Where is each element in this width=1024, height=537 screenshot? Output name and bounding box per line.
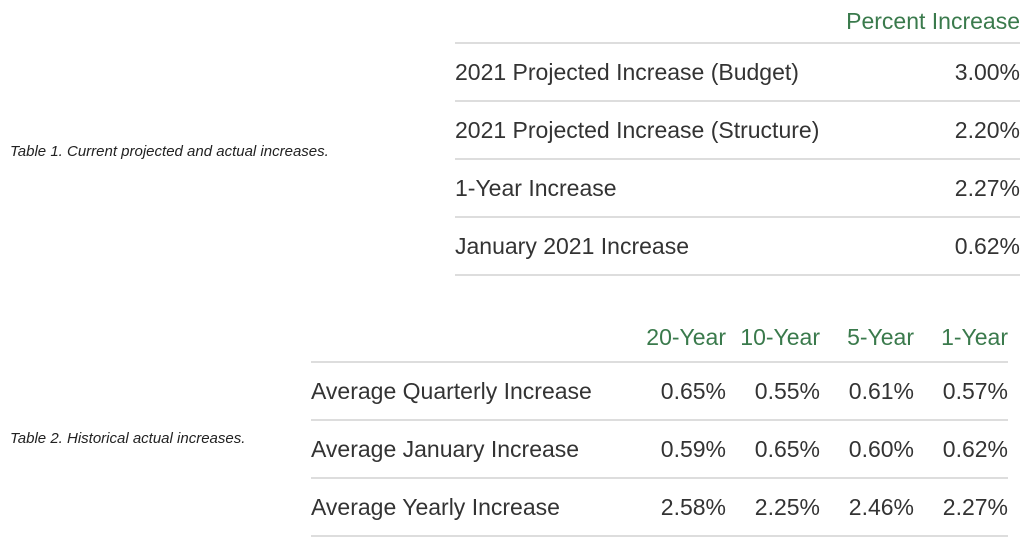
table-row: Average January Increase 0.59% 0.65% 0.6… bbox=[311, 420, 1008, 479]
table-row: Average Yearly Increase 2.58% 2.25% 2.46… bbox=[311, 478, 1008, 537]
percent-value: 2.27% bbox=[837, 159, 1020, 218]
cell-5-year: 0.60% bbox=[820, 420, 914, 479]
percent-value: 3.00% bbox=[837, 43, 1020, 102]
column-header-1-year: 1-Year bbox=[914, 313, 1008, 363]
table1-label-header bbox=[455, 0, 838, 44]
cell-1-year: 2.27% bbox=[914, 478, 1008, 537]
cell-5-year: 0.61% bbox=[820, 362, 914, 421]
cell-20-year: 2.58% bbox=[632, 478, 726, 537]
cell-20-year: 0.65% bbox=[632, 362, 726, 421]
row-label: 1-Year Increase bbox=[455, 159, 838, 218]
cell-1-year: 0.57% bbox=[914, 362, 1008, 421]
column-header-10-year: 10-Year bbox=[726, 313, 820, 363]
table-row: Average Quarterly Increase 0.65% 0.55% 0… bbox=[311, 362, 1008, 421]
row-label: Average Yearly Increase bbox=[311, 478, 632, 537]
row-label: 2021 Projected Increase (Structure) bbox=[455, 101, 838, 160]
table-row: January 2021 Increase 0.62% bbox=[455, 217, 1020, 276]
cell-5-year: 2.46% bbox=[820, 478, 914, 537]
current-increases-table: Percent Increase 2021 Projected Increase… bbox=[455, 0, 1020, 276]
row-label: January 2021 Increase bbox=[455, 217, 838, 276]
table2-caption: Table 2. Historical actual increases. bbox=[10, 430, 246, 447]
table-row: 2021 Projected Increase (Structure) 2.20… bbox=[455, 101, 1020, 160]
table2-label-header bbox=[311, 313, 632, 363]
percent-value: 2.20% bbox=[837, 101, 1020, 160]
cell-10-year: 2.25% bbox=[726, 478, 820, 537]
percent-value: 0.62% bbox=[837, 217, 1020, 276]
cell-10-year: 0.65% bbox=[726, 420, 820, 479]
row-label: 2021 Projected Increase (Budget) bbox=[455, 43, 838, 102]
column-header-5-year: 5-Year bbox=[820, 313, 914, 363]
row-label: Average January Increase bbox=[311, 420, 632, 479]
table1-caption: Table 1. Current projected and actual in… bbox=[10, 143, 329, 160]
row-label: Average Quarterly Increase bbox=[311, 362, 632, 421]
table2-header-row: 20-Year 10-Year 5-Year 1-Year bbox=[311, 313, 1008, 363]
cell-20-year: 0.59% bbox=[632, 420, 726, 479]
cell-10-year: 0.55% bbox=[726, 362, 820, 421]
cell-1-year: 0.62% bbox=[914, 420, 1008, 479]
historical-increases-table: 20-Year 10-Year 5-Year 1-Year Average Qu… bbox=[311, 313, 1008, 537]
column-header-20-year: 20-Year bbox=[632, 313, 726, 363]
percent-increase-header: Percent Increase bbox=[837, 0, 1020, 44]
table-row: 2021 Projected Increase (Budget) 3.00% bbox=[455, 43, 1020, 102]
table-row: 1-Year Increase 2.27% bbox=[455, 159, 1020, 218]
table1-header-row: Percent Increase bbox=[455, 0, 1020, 44]
